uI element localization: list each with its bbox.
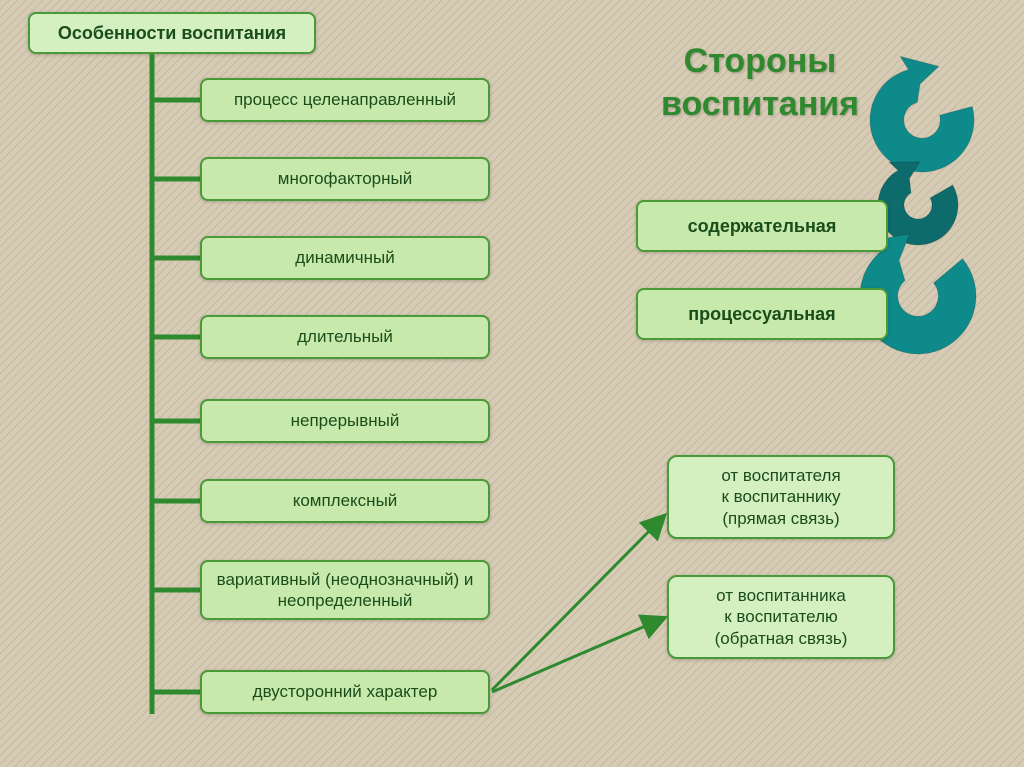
side-box-label: содержательная [688,215,837,238]
page-title-line: Стороны [684,40,837,83]
relation-box-line: (прямая связь) [722,508,839,529]
feature-box: процесс целенаправленный [200,78,490,122]
relation-box: от воспитанникак воспитателю(обратная св… [667,575,895,659]
side-box: содержательная [636,200,888,252]
side-box-label: процессуальная [688,303,835,326]
feature-box-label: вариативный (неоднозначный) и неопределе… [208,569,482,612]
relation-box-line: от воспитанника [716,585,846,606]
feature-box-label: двусторонний характер [253,681,438,702]
relation-box-line: к воспитателю [724,606,838,627]
root-box-label: Особенности воспитания [58,22,286,45]
side-box: процессуальная [636,288,888,340]
feature-box-label: длительный [297,326,393,347]
diagram-canvas: Сторонывоспитания Особенности воспитания п… [0,0,1024,767]
feature-box-label: динамичный [295,247,394,268]
feature-box-label: многофакторный [278,168,413,189]
feature-box: длительный [200,315,490,359]
feature-box-label: непрерывный [291,410,400,431]
feature-box: многофакторный [200,157,490,201]
feature-box-label: процесс целенаправленный [234,89,456,110]
feature-box-label: комплексный [293,490,398,511]
feature-box: двусторонний характер [200,670,490,714]
relation-box: от воспитателяк воспитаннику(прямая связ… [667,455,895,539]
relation-box-line: к воспитаннику [721,486,840,507]
feature-box: непрерывный [200,399,490,443]
page-title: Сторонывоспитания [620,40,900,125]
feature-box: комплексный [200,479,490,523]
page-title-line: воспитания [661,83,859,126]
root-box: Особенности воспитания [28,12,316,54]
feature-box: динамичный [200,236,490,280]
relation-box-line: от воспитателя [721,465,840,486]
feature-box: вариативный (неоднозначный) и неопределе… [200,560,490,620]
relation-box-line: (обратная связь) [715,628,848,649]
